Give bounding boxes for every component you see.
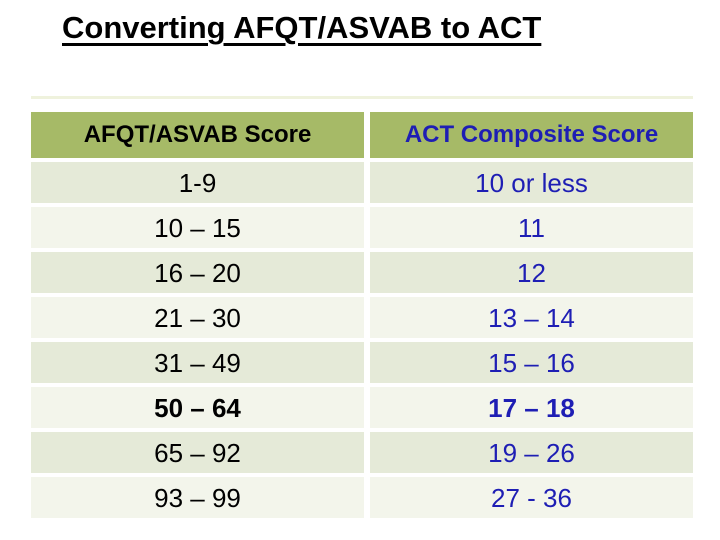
conversion-table: AFQT/ASVAB Score ACT Composite Score 1-9… <box>31 112 693 518</box>
table-cell-act: 10 or less <box>370 162 693 203</box>
table-cell-afqt: 31 – 49 <box>31 342 364 383</box>
table-cell-afqt: 10 – 15 <box>31 207 364 248</box>
table-cell-act: 12 <box>370 252 693 293</box>
column-header-afqt-asvab: AFQT/ASVAB Score <box>31 112 364 158</box>
table-cell-afqt: 93 – 99 <box>31 477 364 518</box>
table-cell-act: 11 <box>370 207 693 248</box>
table-cell-afqt: 65 – 92 <box>31 432 364 473</box>
table-cell-afqt: 1-9 <box>31 162 364 203</box>
table-cell-act: 13 – 14 <box>370 297 693 338</box>
table-cell-act: 15 – 16 <box>370 342 693 383</box>
table-cell-act: 17 – 18 <box>370 387 693 428</box>
column-header-act-composite: ACT Composite Score <box>370 112 693 158</box>
table-cell-act: 19 – 26 <box>370 432 693 473</box>
table-cell-act: 27 - 36 <box>370 477 693 518</box>
table-cell-afqt: 21 – 30 <box>31 297 364 338</box>
table-cell-afqt: 50 – 64 <box>31 387 364 428</box>
table-cell-afqt: 16 – 20 <box>31 252 364 293</box>
table-top-accent-line <box>31 96 693 99</box>
slide-title: Converting AFQT/ASVAB to ACT <box>62 10 542 45</box>
